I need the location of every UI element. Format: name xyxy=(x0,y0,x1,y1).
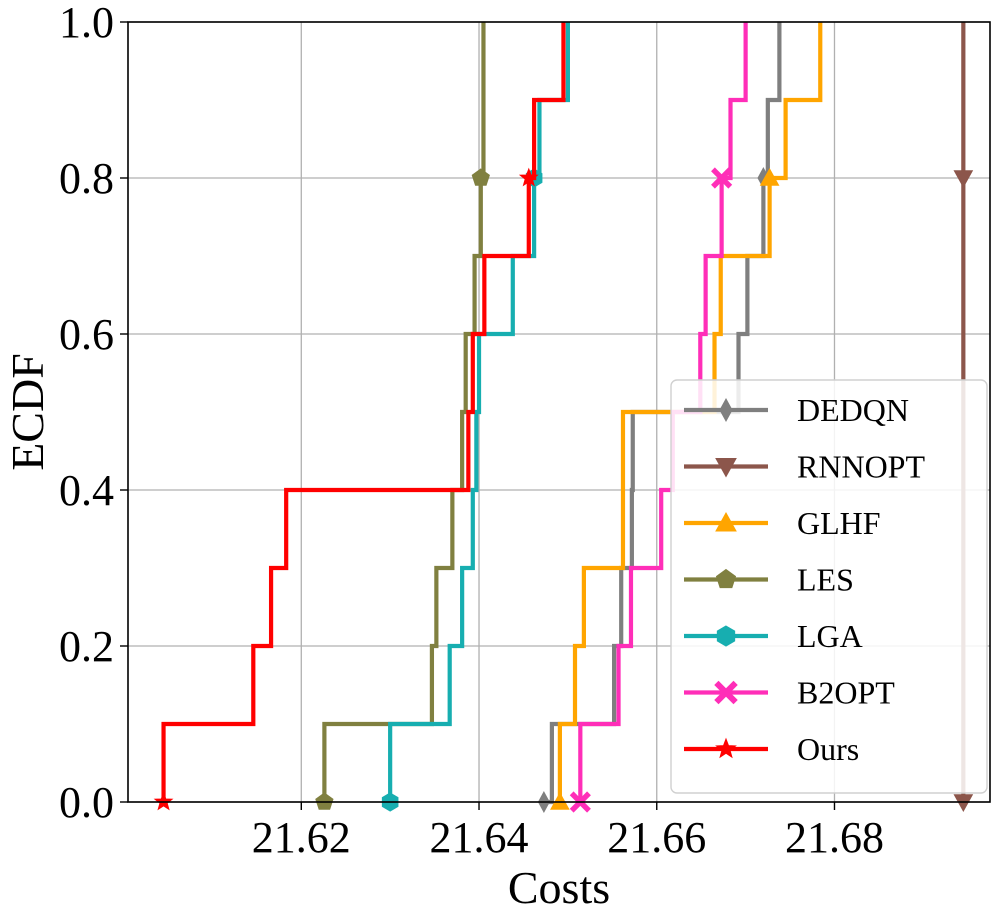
legend-box xyxy=(670,379,988,794)
legend-marker-dedqn xyxy=(719,397,733,423)
legend-label-glhf: GLHF xyxy=(797,505,881,541)
legend-item-lga: LGA xyxy=(684,618,863,654)
x-tick-label: 21.68 xyxy=(785,813,884,862)
legend-label-lga: LGA xyxy=(797,618,863,654)
series-marker-b2opt xyxy=(711,167,733,189)
x-tick-label: 21.62 xyxy=(252,813,351,862)
series-marker-les xyxy=(471,168,490,186)
series-marker-les xyxy=(315,792,334,810)
axis-ticks: 21.62 21.64 21.66 21.68 0.0 0.2 0.4 0.6 0.8 1.0 xyxy=(59,0,884,862)
legend-marker-glhf xyxy=(715,511,737,532)
y-tick-label: 0.6 xyxy=(59,310,114,359)
legend-marker-les xyxy=(715,568,737,589)
legend-item-ours: Ours xyxy=(684,731,859,767)
y-tick-label: 0.8 xyxy=(59,154,114,203)
y-tick-label: 0.4 xyxy=(59,466,114,515)
legend-label-les: LES xyxy=(797,562,854,598)
y-tick-label: 1.0 xyxy=(59,0,114,47)
legend-marker-lga xyxy=(716,625,736,647)
legend-label-dedqn: DEDQN xyxy=(797,392,909,428)
legend-label-ours: Ours xyxy=(797,731,859,767)
series-marker-rnnopt xyxy=(953,794,974,813)
y-tick-label: 0.0 xyxy=(59,778,114,827)
legend-item-les: LES xyxy=(684,562,854,598)
series-line-les xyxy=(322,22,486,802)
series-ours xyxy=(153,22,566,811)
legend-marker-ours xyxy=(715,737,737,759)
legend-item-dedqn: DEDQN xyxy=(684,392,909,428)
series-marker-rnnopt xyxy=(953,170,974,189)
legend-item-b2opt: B2OPT xyxy=(684,675,895,711)
legend-item-rnnopt: RNNOPT xyxy=(684,449,925,485)
x-tick-label: 21.64 xyxy=(430,813,529,862)
x-axis-label: Costs xyxy=(508,862,610,913)
x-tick-label: 21.66 xyxy=(607,813,706,862)
legend-label-b2opt: B2OPT xyxy=(797,675,895,711)
series-les xyxy=(315,22,490,810)
y-axis-label: ECDF xyxy=(2,353,53,471)
series-lga xyxy=(381,22,570,812)
legend-label-rnnopt: RNNOPT xyxy=(797,449,925,485)
series-marker-ours xyxy=(518,167,539,187)
y-tick-label: 0.2 xyxy=(59,622,114,671)
series-marker-glhf xyxy=(759,167,780,186)
series-line-ours xyxy=(161,22,566,802)
legend-marker-b2opt xyxy=(714,680,738,705)
series-marker-ours xyxy=(153,791,174,811)
legend-marker-rnnopt xyxy=(715,458,737,478)
legend: DEDQN RNNOPT GLHF LES LGA B2OPT Ours xyxy=(670,379,988,794)
plot-frame xyxy=(127,21,991,803)
legend-item-glhf: GLHF xyxy=(684,505,881,541)
series-marker-glhf xyxy=(550,791,570,810)
